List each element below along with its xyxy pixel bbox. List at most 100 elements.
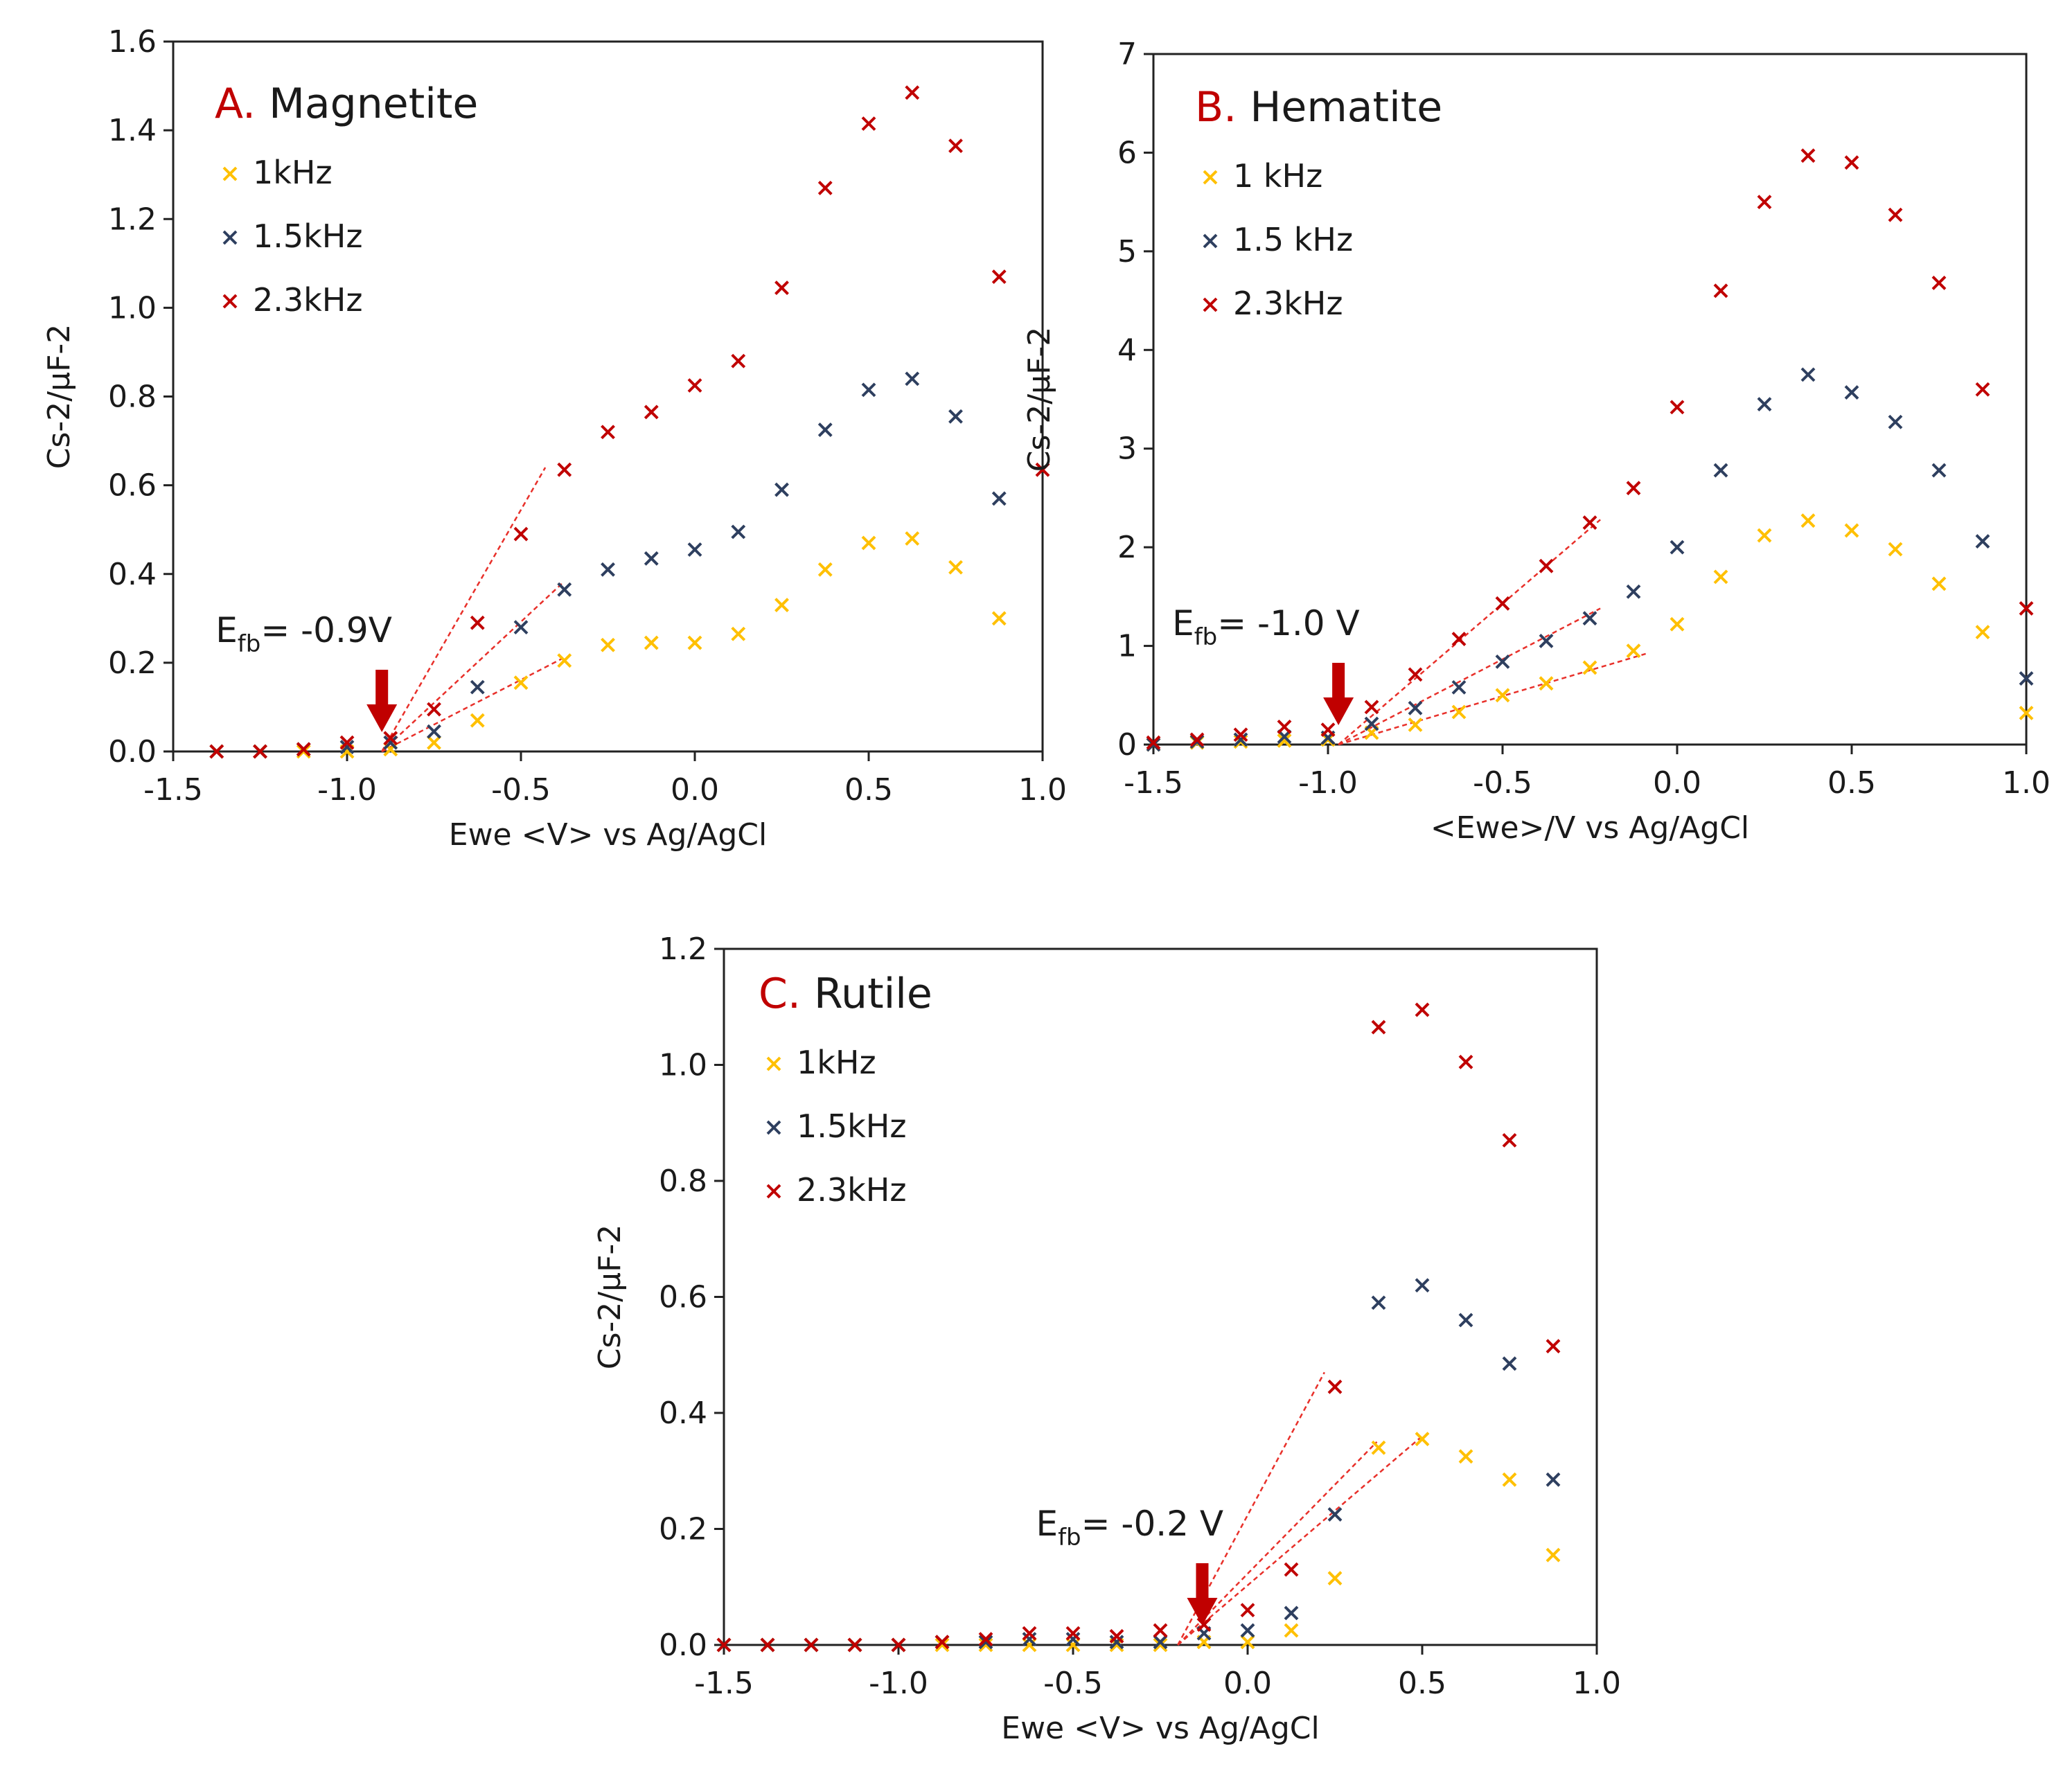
data-point [253, 744, 267, 759]
fit-line [381, 467, 547, 752]
legend-label: 1.5kHz [797, 1107, 907, 1145]
x-tick-label: 0.5 [1398, 1666, 1446, 1701]
data-point [905, 371, 920, 386]
data-point [774, 281, 789, 295]
x-tick-label: -0.5 [1473, 765, 1532, 801]
data-point [1844, 155, 1859, 170]
x-tick-label: -0.5 [1043, 1666, 1103, 1701]
y-tick-label: 0.4 [108, 557, 157, 592]
data-point [948, 409, 963, 424]
series-1 [209, 531, 1007, 759]
data-point [1065, 1626, 1081, 1641]
data-point [2019, 601, 2034, 616]
data-point [1415, 1002, 1430, 1017]
y-tick-label: 0.0 [108, 734, 157, 769]
data-point [601, 425, 615, 440]
y-tick-label: 1 [1117, 629, 1137, 664]
data-point [1327, 1571, 1343, 1586]
y-tick-label: 0.2 [108, 646, 157, 681]
data-point [847, 1637, 862, 1653]
data-point [1670, 400, 1685, 415]
data-point [1502, 1132, 1517, 1148]
series-3 [209, 85, 1050, 759]
data-point [861, 535, 876, 551]
legend-marker-icon [222, 294, 238, 309]
data-point [601, 562, 615, 577]
data-point [513, 526, 529, 542]
data-point [1975, 625, 1990, 640]
legend: 1 kHz 1.5 kHz 2.3kHz [1203, 157, 1353, 322]
data-point [1931, 463, 1947, 478]
data-point [687, 378, 702, 393]
x-tick-label: 1.0 [2002, 765, 2051, 801]
data-point [1975, 534, 1990, 549]
data-point [1415, 1432, 1430, 1447]
data-point [1371, 1295, 1386, 1310]
data-point [935, 1637, 950, 1653]
plot-frame [1152, 53, 2028, 746]
data-point [1800, 513, 1816, 528]
x-tick-label: -1.5 [694, 1666, 754, 1701]
x-tick-label: -1.5 [1124, 765, 1183, 801]
data-point [1146, 737, 1161, 752]
data-point [687, 542, 702, 557]
data-point [1495, 688, 1510, 703]
x-axis-title: Ewe <V> vs Ag/AgCl [449, 817, 767, 853]
y-tick-label: 6 [1117, 135, 1137, 170]
fit-line [1338, 652, 1646, 746]
legend-label: 2.3kHz [253, 281, 363, 319]
data-point [601, 637, 615, 652]
data-point [1408, 700, 1423, 715]
data-point [339, 735, 355, 750]
data-point [1757, 195, 1772, 210]
y-tick-label: 0.8 [108, 380, 157, 415]
chart-panel-3: -1.5 -1.0 -0.5 0.0 0.5 1.0 0.0 0.2 0.4 0.6 0.8 1.0 1… [592, 932, 1621, 1746]
data-point [1888, 414, 1903, 429]
data-point [1495, 654, 1510, 669]
y-tick-label: 0.6 [108, 468, 157, 504]
y-tick-label: 5 [1117, 234, 1137, 269]
data-point [774, 598, 789, 613]
data-point [1408, 667, 1423, 682]
y-tick-label: 0.2 [659, 1512, 707, 1547]
data-point [817, 422, 833, 437]
data-point [1371, 1020, 1386, 1035]
legend-label: 1.5 kHz [1233, 221, 1353, 258]
x-tick-label: -1.0 [1298, 765, 1358, 801]
data-point [1022, 1637, 1037, 1653]
data-point [1277, 719, 1292, 734]
x-tick-label: 0.0 [1223, 1666, 1272, 1701]
data-point [1670, 616, 1685, 632]
efb-annotation: Efb= -1.0 V [1172, 603, 1360, 651]
series-2 [716, 1278, 1561, 1653]
legend-marker-icon [766, 1056, 781, 1071]
data-point [905, 531, 920, 546]
data-point [513, 675, 529, 691]
y-tick-label: 1.0 [108, 290, 157, 326]
data-point [1065, 1637, 1081, 1653]
data-point [1800, 148, 1816, 163]
legend-label: 2.3kHz [797, 1171, 907, 1209]
y-tick-label: 0.6 [659, 1280, 707, 1315]
data-point [1065, 1632, 1081, 1647]
data-point [1670, 540, 1685, 555]
y-tick-label: 1.2 [108, 202, 157, 237]
data-point [1888, 542, 1903, 557]
legend-marker-icon [222, 166, 238, 181]
y-tick-label: 0.0 [659, 1628, 707, 1663]
data-point [1284, 1623, 1299, 1638]
data-point [1327, 1379, 1343, 1394]
data-point [1284, 1605, 1299, 1621]
data-point [513, 620, 529, 635]
legend-label: 1kHz [797, 1044, 876, 1081]
y-tick-label: 1.4 [108, 113, 157, 148]
data-point [383, 731, 398, 746]
legend-marker-icon [1203, 170, 1218, 185]
data-point [470, 615, 485, 630]
data-point [1713, 463, 1728, 478]
data-point [731, 524, 746, 540]
data-point [644, 635, 659, 650]
data-point [1502, 1356, 1517, 1371]
efb-annotation: Efb= -0.2 V [1036, 1504, 1223, 1551]
